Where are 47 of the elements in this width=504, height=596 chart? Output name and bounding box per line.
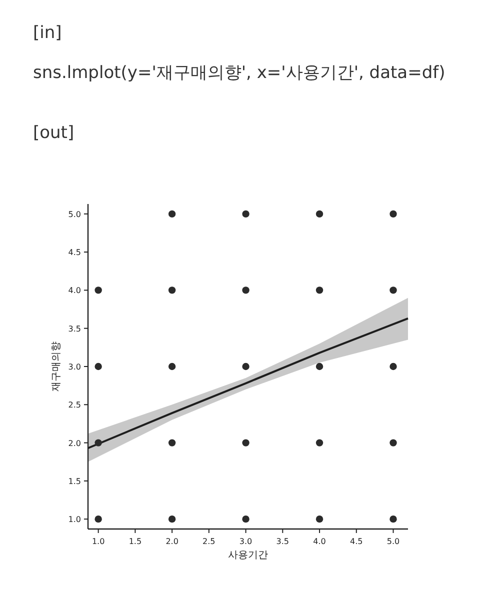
x-tick-label: 1.5	[128, 537, 142, 546]
point	[390, 210, 397, 218]
point	[168, 286, 176, 294]
x-tick-label: 3.0	[239, 537, 252, 546]
x-tick-label: 4.0	[313, 537, 326, 546]
point	[242, 362, 250, 370]
y-tick-label: 1.5	[68, 476, 81, 486]
point	[94, 362, 102, 370]
x-axis-title: 사용기간	[228, 550, 268, 561]
x-tick-label: 2.0	[166, 537, 178, 546]
point	[242, 439, 250, 446]
point	[316, 439, 324, 446]
point	[316, 362, 324, 370]
y-tick-label: 2.0	[68, 438, 81, 448]
point	[390, 362, 397, 370]
y-tick-label: 5.0	[68, 210, 81, 219]
x-tick-label: 2.5	[202, 537, 216, 546]
point	[316, 210, 324, 218]
text: sns.lmplot(y='재구매의향', x='사용기간', data=df)	[33, 63, 446, 83]
point	[242, 286, 250, 294]
point	[316, 515, 324, 523]
point	[242, 210, 250, 218]
point	[168, 362, 176, 370]
point	[390, 439, 397, 446]
y-tick-label: 4.5	[68, 248, 81, 258]
x-tick-label: 5.0	[386, 537, 400, 546]
point	[94, 515, 102, 523]
text: [out]	[33, 123, 74, 143]
y-axis-title: 재구매의향	[51, 342, 62, 392]
point	[168, 439, 176, 446]
point	[390, 515, 397, 523]
x-tick-label: 1.0	[92, 537, 105, 546]
point	[94, 286, 102, 294]
point	[94, 439, 102, 446]
point	[168, 515, 176, 523]
y-tick-label: 4.0	[68, 286, 81, 296]
point	[316, 286, 324, 294]
point	[168, 210, 176, 218]
y-tick-label: 2.5	[68, 400, 81, 410]
x-tick-label: 3.5	[276, 537, 290, 546]
y-tick-label: 3.5	[68, 324, 81, 334]
x-tick-label: 4.5	[350, 537, 363, 546]
y-tick-label: 3.0	[68, 362, 81, 372]
text: [in]	[33, 23, 62, 43]
y-tick-label: 1.0	[68, 515, 81, 524]
point	[242, 515, 250, 523]
point	[390, 286, 397, 294]
